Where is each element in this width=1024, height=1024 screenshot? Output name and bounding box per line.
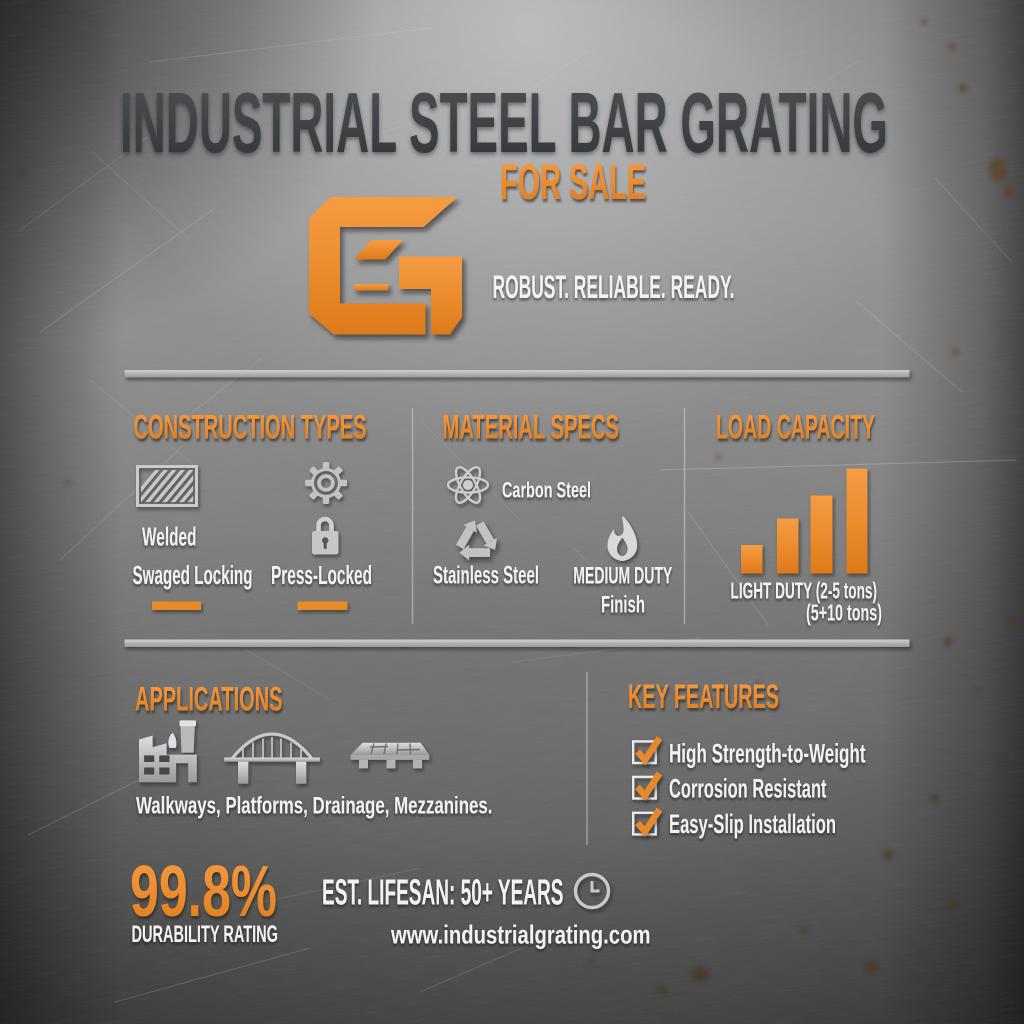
svg-text:Corrosion Resistant: Corrosion Resistant — [669, 774, 827, 804]
svg-text:KEY FEATURES: KEY FEATURES — [628, 678, 779, 716]
svg-text:High Strength-to-Weight: High Strength-to-Weight — [669, 739, 866, 769]
svg-text:www.industrialgrating.com: www.industrialgrating.com — [390, 920, 650, 950]
svg-text:Swaged Locking: Swaged Locking — [133, 562, 253, 590]
svg-text:Easy-Slip Installation: Easy-Slip Installation — [669, 809, 836, 839]
svg-text:ROBUST. RELIABLE. READY.: ROBUST. RELIABLE. READY. — [493, 269, 735, 305]
svg-text:Carbon Steel: Carbon Steel — [502, 478, 591, 503]
svg-text:99.8%: 99.8% — [130, 852, 277, 932]
svg-text:DURABILITY RATING: DURABILITY RATING — [132, 921, 279, 948]
svg-text:CONSTRUCTION TYPES: CONSTRUCTION TYPES — [134, 409, 367, 447]
svg-text:LOAD CAPACITY: LOAD CAPACITY — [716, 409, 875, 447]
svg-text:LIGHT DUTY (2-5 tons): LIGHT DUTY (2-5 tons) — [731, 578, 878, 604]
svg-text:Welded: Welded — [142, 522, 197, 552]
svg-text:Press-Locked: Press-Locked — [271, 562, 372, 590]
svg-text:Stainless Steel: Stainless Steel — [433, 562, 539, 590]
svg-text:APPLICATIONS: APPLICATIONS — [135, 681, 283, 719]
svg-text:Finish: Finish — [601, 592, 645, 619]
svg-text:MEDIUM DUTY: MEDIUM DUTY — [573, 563, 672, 590]
svg-text:Walkways, Platforms, Drainage,: Walkways, Platforms, Drainage, Mezzanine… — [136, 793, 493, 820]
svg-text:INDUSTRIAL STEEL BAR GRATING: INDUSTRIAL STEEL BAR GRATING — [120, 76, 888, 171]
svg-text:EST. LIFESAN: 50+ YEARS: EST. LIFESAN: 50+ YEARS — [322, 872, 564, 913]
svg-text:MATERIAL SPECS: MATERIAL SPECS — [443, 409, 620, 447]
svg-text:FOR SALE: FOR SALE — [500, 154, 646, 210]
svg-text:(5+10 tons): (5+10 tons) — [806, 600, 882, 626]
